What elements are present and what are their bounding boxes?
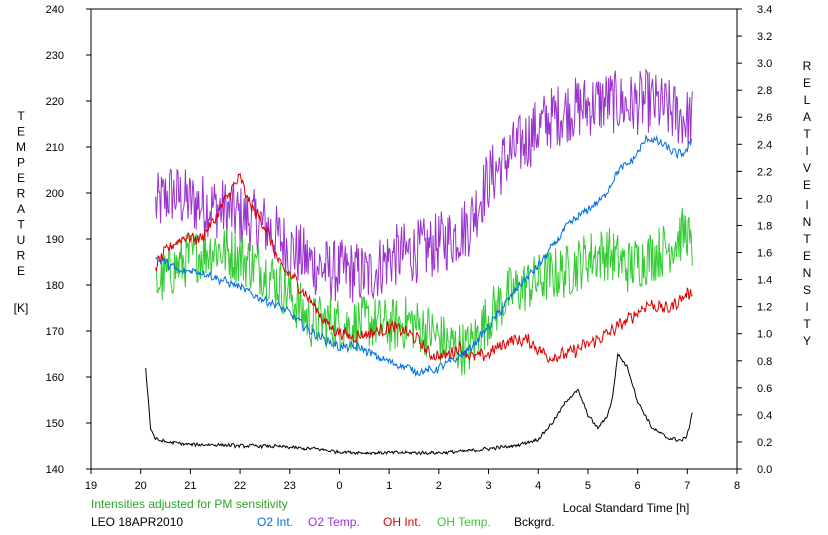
x-tick-label: 1	[386, 480, 392, 492]
x-tick-label: 7	[684, 480, 690, 492]
y-axis-right: 0.0 0.2 0.4 0.6 0.8 1.0 1.2 1.4 1.6 1.8 2.0 2.2 2.4 2…	[737, 4, 772, 476]
x-tick-label: 23	[284, 480, 296, 492]
series-layer	[145, 68, 693, 456]
y-left-tick-label: 220	[46, 96, 64, 108]
y-right-tick-label: 0.0	[757, 464, 772, 476]
x-tick-label: 22	[234, 480, 246, 492]
y-right-label-letter: Y	[803, 334, 811, 348]
y-left-tick-label: 190	[46, 234, 64, 246]
y-left-label-letter: E	[17, 125, 25, 139]
y-right-label-letter: S	[803, 283, 811, 297]
x-tick-label: 8	[734, 480, 740, 492]
legend-entry: OH Temp.	[437, 515, 491, 529]
y-left-tick-label: 210	[46, 142, 64, 154]
y-left-label-letter: P	[17, 156, 25, 170]
y-left-label-unit: [K]	[14, 301, 29, 315]
y-left-tick-label: 150	[46, 418, 64, 430]
y-left-label-letter: E	[17, 264, 25, 278]
station-label: LEO 18APR2010	[91, 515, 183, 529]
y-axis-left: 140 150 160 170 180 190 200 210 220 230 240	[46, 4, 91, 476]
y-right-tick-label: 2.8	[757, 85, 772, 97]
y-right-label-letter: I	[805, 144, 808, 158]
y-left-label-letter: A	[17, 202, 25, 216]
y-right-tick-label: 1.8	[757, 220, 772, 232]
y-left-tick-label: 140	[46, 464, 64, 476]
x-axis: 19 20 21 22 23 0 1 2 3 4 5 6 7 8	[85, 469, 740, 492]
series-o2-int	[155, 134, 693, 378]
x-tick-label: 5	[585, 480, 591, 492]
y-left-tick-label: 240	[46, 4, 64, 16]
y-right-tick-label: 0.4	[757, 410, 772, 422]
y-right-label-letter: E	[803, 178, 811, 192]
y-left-label-letter: U	[17, 233, 26, 247]
x-tick-label: 4	[535, 480, 541, 492]
y-right-label-letter: V	[803, 161, 811, 175]
y-right-label-letter: R	[803, 59, 812, 73]
y-right-label-letter: A	[803, 110, 811, 124]
y-right-tick-label: 2.6	[757, 112, 772, 124]
series-bckgrd	[145, 352, 693, 456]
y-left-label-letter: E	[17, 171, 25, 185]
series-oh-int	[155, 172, 693, 364]
y-right-label-letter: T	[803, 127, 811, 141]
series-oh-temp	[155, 207, 693, 376]
y-right-label-letter: L	[804, 93, 811, 107]
legend-entry: O2 Temp.	[308, 515, 360, 529]
y-left-label-letter: M	[16, 140, 26, 154]
y-right-label-letter: T	[803, 317, 811, 331]
chart-note: Intensities adjusted for PM sensitivity	[91, 497, 288, 511]
x-tick-label: 21	[184, 480, 196, 492]
y-right-label-letter: N	[803, 266, 812, 280]
y-right-tick-label: 0.2	[757, 437, 772, 449]
y-right-label-letter: E	[803, 249, 811, 263]
y-right-tick-label: 1.4	[757, 275, 772, 287]
x-tick-label: 20	[135, 480, 147, 492]
y-right-tick-label: 2.4	[757, 139, 772, 151]
y-right-label-letter: E	[803, 76, 811, 90]
y-left-label-letter: T	[17, 218, 25, 232]
y-left-tick-label: 230	[46, 50, 64, 62]
x-tick-label: 3	[485, 480, 491, 492]
y-right-tick-label: 3.0	[757, 58, 772, 70]
y-right-tick-label: 2.2	[757, 166, 772, 178]
y-left-tick-label: 200	[46, 188, 64, 200]
legend-entry: Bckgrd.	[514, 515, 555, 529]
x-tick-label: 0	[336, 480, 342, 492]
y-right-tick-label: 3.4	[757, 4, 772, 16]
x-tick-label: 19	[85, 480, 97, 492]
legend: O2 Int. O2 Temp. OH Int. OH Temp. Bckgrd.	[257, 515, 555, 529]
x-tick-label: 6	[635, 480, 641, 492]
y-right-tick-label: 2.0	[757, 193, 772, 205]
x-axis-label: Local Standard Time [h]	[563, 501, 690, 515]
y-left-label-letter: R	[17, 249, 26, 263]
y-left-tick-label: 160	[46, 372, 64, 384]
y-right-tick-label: 3.2	[757, 31, 772, 43]
y-right-label-letter: I	[805, 300, 808, 314]
y-right-tick-label: 0.6	[757, 383, 772, 395]
legend-entry: OH Int.	[383, 515, 421, 529]
y-left-label-letter: T	[17, 109, 25, 123]
y-right-tick-label: 0.8	[757, 356, 772, 368]
y-right-tick-label: 1.2	[757, 302, 772, 314]
y-right-tick-label: 1.0	[757, 329, 772, 341]
x-tick-label: 2	[436, 480, 442, 492]
y-right-tick-label: 1.6	[757, 248, 772, 260]
y-left-tick-label: 180	[46, 280, 64, 292]
y-left-tick-label: 170	[46, 326, 64, 338]
y-right-label-letter: T	[803, 232, 811, 246]
y-right-label-letter: I	[805, 198, 808, 212]
y-left-label-letter: R	[17, 187, 26, 201]
series-o2-temp	[155, 68, 693, 303]
legend-entry: O2 Int.	[257, 515, 293, 529]
y-right-label-letter: N	[803, 215, 812, 229]
